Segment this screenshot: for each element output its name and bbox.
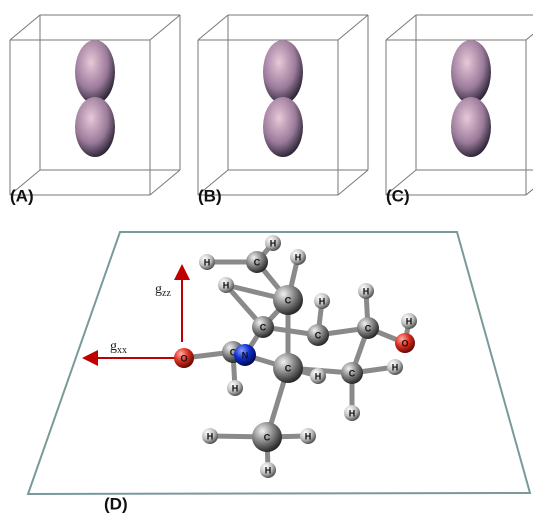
atom-label: C bbox=[285, 295, 292, 305]
atom-label: C bbox=[285, 363, 292, 373]
atom-label: H bbox=[204, 257, 211, 267]
panel-label: (C) bbox=[386, 186, 410, 205]
box-edge bbox=[338, 15, 368, 40]
lobe bbox=[75, 40, 115, 104]
atom-label: H bbox=[349, 408, 356, 418]
gxx-label: gxx bbox=[110, 339, 127, 356]
atom-label: H bbox=[270, 238, 277, 248]
box-edge bbox=[150, 15, 180, 40]
atom-label: N bbox=[242, 350, 249, 360]
box-edge bbox=[338, 170, 368, 195]
box-edge bbox=[10, 15, 40, 40]
atom-label: H bbox=[207, 431, 214, 441]
atom-label: H bbox=[319, 296, 326, 306]
atom-label: C bbox=[349, 368, 356, 378]
lobe bbox=[263, 97, 303, 157]
lobe bbox=[451, 40, 491, 104]
atom-label: O bbox=[401, 338, 408, 348]
atom-label: C bbox=[315, 330, 322, 340]
lobe bbox=[263, 40, 303, 104]
atom-label: H bbox=[223, 280, 230, 290]
atom-label: H bbox=[392, 362, 399, 372]
box-edge bbox=[526, 15, 533, 40]
panel-label: (A) bbox=[10, 186, 34, 205]
atom-label: O bbox=[180, 353, 187, 363]
figure: gzz gxx (D) HHCHHCHHCCHCOOCNHCHCHHCHHH (… bbox=[0, 0, 533, 516]
atom-label: H bbox=[265, 465, 272, 475]
atom-label: C bbox=[254, 257, 261, 267]
lobe bbox=[451, 97, 491, 157]
box-edge bbox=[150, 170, 180, 195]
atom-label: H bbox=[315, 371, 322, 381]
gzz-label: gzz bbox=[155, 282, 171, 299]
atom-label: H bbox=[295, 252, 302, 262]
atom-label: C bbox=[264, 432, 271, 442]
panel-label: (D) bbox=[104, 494, 128, 513]
atom-label: H bbox=[363, 286, 370, 296]
atom-label: H bbox=[232, 383, 239, 393]
atom-label: H bbox=[305, 431, 312, 441]
atom-label: H bbox=[406, 316, 413, 326]
box-edge bbox=[198, 15, 228, 40]
atom-label: C bbox=[260, 322, 267, 332]
atom-label: C bbox=[365, 323, 372, 333]
panel-label: (B) bbox=[198, 186, 222, 205]
box-edge bbox=[386, 15, 416, 40]
lobe bbox=[75, 97, 115, 157]
box-edge bbox=[526, 170, 533, 195]
